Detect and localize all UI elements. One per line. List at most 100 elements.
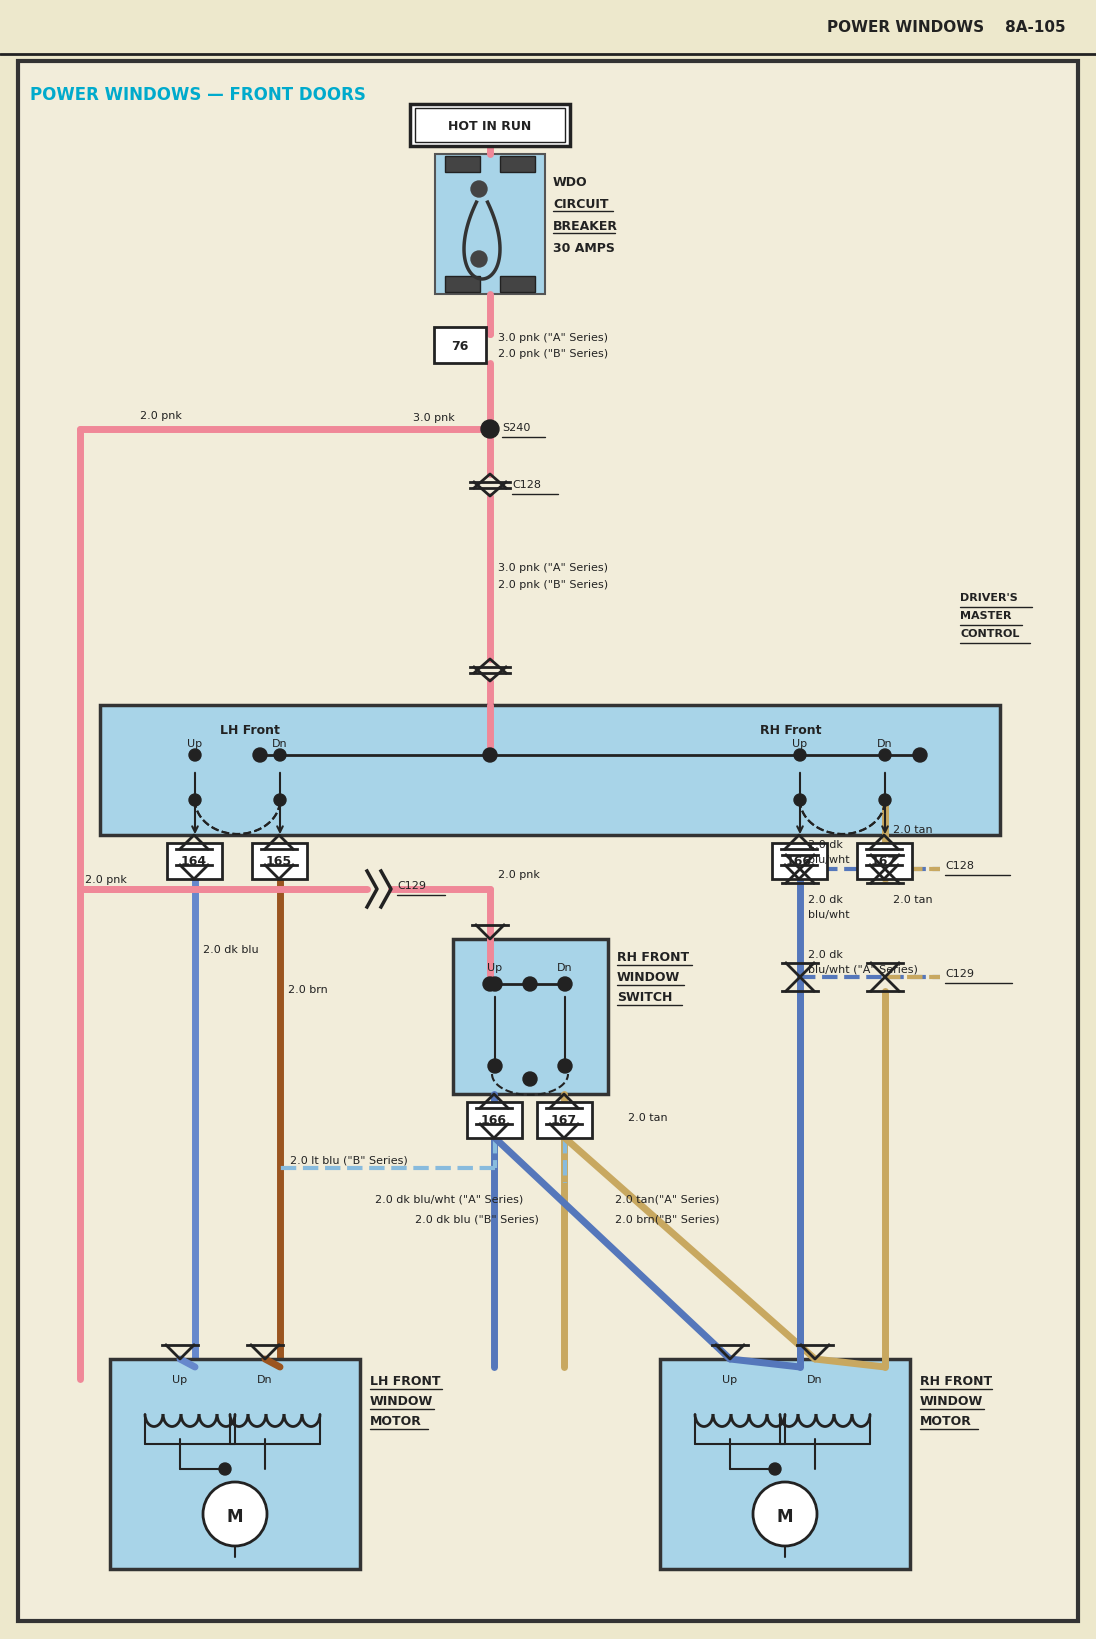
Text: MOTOR: MOTOR: [920, 1414, 972, 1428]
Circle shape: [753, 1482, 817, 1546]
Text: WINDOW: WINDOW: [617, 970, 681, 983]
Text: Dn: Dn: [807, 1373, 823, 1385]
Circle shape: [274, 795, 286, 806]
Text: WINDOW: WINDOW: [920, 1395, 983, 1408]
Text: 2.0 tan: 2.0 tan: [893, 895, 933, 905]
Text: 2.0 brn("B" Series): 2.0 brn("B" Series): [615, 1214, 719, 1224]
Circle shape: [483, 977, 496, 992]
Circle shape: [253, 749, 267, 762]
Circle shape: [481, 421, 499, 439]
Text: Up: Up: [172, 1373, 187, 1385]
Circle shape: [769, 1464, 781, 1475]
Text: C128: C128: [512, 480, 541, 490]
Text: 167: 167: [871, 856, 897, 869]
Bar: [252, 844, 307, 880]
Text: Up: Up: [722, 1373, 738, 1385]
Text: 2.0 tan: 2.0 tan: [893, 824, 933, 834]
Bar: [453, 939, 608, 1095]
Text: WINDOW: WINDOW: [370, 1395, 433, 1408]
Text: MOTOR: MOTOR: [370, 1414, 422, 1428]
Text: 30 AMPS: 30 AMPS: [553, 243, 615, 256]
Text: 2.0 tan("A" Series): 2.0 tan("A" Series): [615, 1195, 719, 1205]
Circle shape: [488, 977, 502, 992]
Text: S240: S240: [502, 423, 530, 433]
Text: LH FRONT: LH FRONT: [370, 1375, 441, 1388]
Text: Dn: Dn: [557, 962, 573, 972]
Text: RH FRONT: RH FRONT: [617, 951, 689, 964]
Text: 166: 166: [786, 856, 812, 869]
Circle shape: [558, 977, 572, 992]
Text: blu/wht: blu/wht: [808, 910, 849, 919]
Text: SWITCH: SWITCH: [617, 992, 672, 1003]
Text: 2.0 pnk: 2.0 pnk: [85, 875, 127, 885]
Text: 167: 167: [551, 1115, 578, 1128]
Text: C129: C129: [397, 880, 426, 890]
Bar: [772, 844, 827, 880]
Text: POWER WINDOWS — FRONT DOORS: POWER WINDOWS — FRONT DOORS: [30, 85, 366, 103]
Text: 2.0 tan: 2.0 tan: [628, 1113, 667, 1123]
Text: 2.0 pnk: 2.0 pnk: [140, 411, 182, 421]
Text: 165: 165: [266, 856, 292, 869]
Circle shape: [879, 749, 891, 762]
Circle shape: [471, 252, 487, 267]
Text: CONTROL: CONTROL: [960, 629, 1019, 639]
Text: LH Front: LH Front: [220, 724, 279, 738]
Bar: [410, 105, 570, 148]
Text: blu/wht ("A" Series): blu/wht ("A" Series): [808, 964, 917, 975]
Text: HOT IN RUN: HOT IN RUN: [448, 120, 532, 133]
Text: C128: C128: [945, 860, 974, 870]
Bar: [100, 705, 1000, 836]
Circle shape: [879, 795, 891, 806]
Text: WDO: WDO: [553, 177, 587, 190]
Text: 2.0 lt blu ("B" Series): 2.0 lt blu ("B" Series): [290, 1155, 408, 1165]
Circle shape: [523, 1072, 537, 1087]
Text: 2.0 pnk: 2.0 pnk: [498, 869, 540, 880]
Bar: [445, 157, 480, 172]
Text: 166: 166: [481, 1115, 507, 1128]
Text: 76: 76: [452, 339, 469, 352]
Text: 2.0 pnk ("B" Series): 2.0 pnk ("B" Series): [498, 580, 608, 590]
Text: 164: 164: [181, 856, 207, 869]
Bar: [467, 1103, 522, 1139]
Bar: [500, 157, 535, 172]
Text: Up: Up: [488, 962, 503, 972]
Circle shape: [913, 749, 927, 762]
Text: 2.0 brn: 2.0 brn: [288, 985, 328, 995]
Text: DRIVER'S: DRIVER'S: [960, 593, 1018, 603]
Circle shape: [189, 795, 201, 806]
Bar: [415, 108, 566, 143]
Bar: [537, 1103, 592, 1139]
Circle shape: [274, 749, 286, 762]
Circle shape: [471, 182, 487, 198]
Text: Up: Up: [792, 739, 808, 749]
Text: CIRCUIT: CIRCUIT: [553, 198, 608, 211]
Bar: [0, 0, 1096, 56]
Circle shape: [189, 749, 201, 762]
Bar: [213, 1496, 256, 1532]
Bar: [434, 328, 486, 364]
Bar: [110, 1359, 359, 1569]
Text: Dn: Dn: [877, 739, 893, 749]
Bar: [500, 277, 535, 293]
Circle shape: [794, 749, 806, 762]
Text: Dn: Dn: [272, 739, 288, 749]
Text: BREAKER: BREAKER: [553, 220, 618, 233]
Text: RH FRONT: RH FRONT: [920, 1375, 992, 1388]
Text: Dn: Dn: [258, 1373, 273, 1385]
Text: 2.0 dk blu: 2.0 dk blu: [203, 944, 259, 954]
Circle shape: [558, 1059, 572, 1074]
Text: 3.0 pnk ("A" Series): 3.0 pnk ("A" Series): [498, 562, 608, 572]
Text: POWER WINDOWS    8A-105: POWER WINDOWS 8A-105: [827, 20, 1066, 36]
Circle shape: [219, 1464, 231, 1475]
Bar: [435, 156, 545, 295]
Text: 3.0 pnk: 3.0 pnk: [413, 413, 455, 423]
Text: blu/wht: blu/wht: [808, 854, 849, 864]
Circle shape: [794, 795, 806, 806]
Text: MASTER: MASTER: [960, 611, 1012, 621]
Bar: [660, 1359, 910, 1569]
Text: 2.0 pnk ("B" Series): 2.0 pnk ("B" Series): [498, 349, 608, 359]
Text: 3.0 pnk ("A" Series): 3.0 pnk ("A" Series): [498, 333, 608, 343]
Text: RH Front: RH Front: [760, 724, 822, 738]
Text: C129: C129: [945, 969, 974, 978]
Text: 2.0 dk blu ("B" Series): 2.0 dk blu ("B" Series): [415, 1214, 539, 1224]
